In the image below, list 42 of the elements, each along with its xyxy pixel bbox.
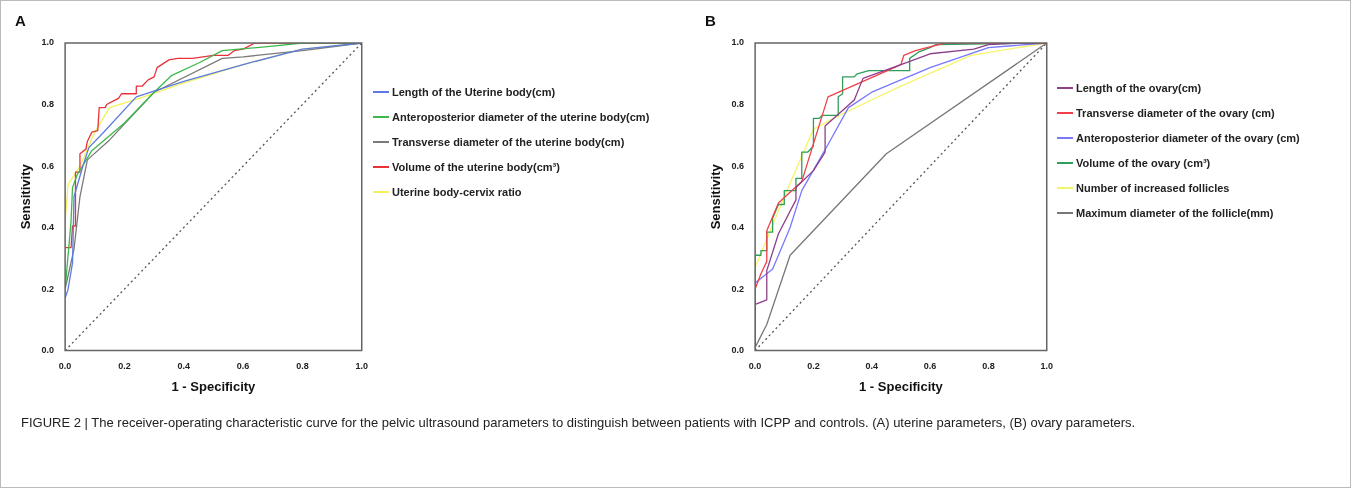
y-tick-label: 0.8: [41, 99, 55, 109]
caption: FIGURE 2 | The receiver-operating characteristic curve for the pelvic ultrasound parameters to distinguish between patients with ICPP and controls. (A) uterine parameters, (B) ovary parameters.: [21, 414, 1137, 432]
chart-title: A: [15, 12, 26, 30]
legend-label: Maximum diameter of the follicle(mm): [1076, 206, 1274, 219]
y-axis-title: Sensitivity: [708, 163, 724, 230]
x-tick-label: 0.0: [58, 361, 72, 372]
legend-label: Uterine body-cervix ratio: [392, 185, 522, 198]
y-tick-label: 1.0: [41, 37, 55, 48]
x-tick-label: 1.0: [355, 361, 368, 372]
x-tick-label: 0.8: [982, 361, 995, 372]
legend-label: Volume of the uterine body(cm³): [392, 160, 560, 173]
y-tick-label: 0.8: [731, 99, 745, 109]
legend-label: Anteroposterior diameter of the ovary (cm): [1076, 131, 1300, 144]
x-tick-label: 0.4: [865, 361, 879, 372]
x-tick-label: 0.6: [923, 361, 937, 372]
y-tick-label: 0.6: [731, 160, 745, 171]
y-axis-title: Sensitivity: [18, 163, 34, 230]
legend-label: Transverse diameter of the uterine body(cm): [392, 135, 625, 148]
legend-label: Number of increased follicles: [1076, 181, 1230, 194]
x-tick-label: 1.0: [1040, 361, 1053, 372]
x-tick-label: 0.8: [296, 361, 309, 372]
legend-label: Anteroposterior diameter of the uterine body(cm): [392, 110, 650, 123]
x-tick-label: 0.6: [236, 361, 250, 372]
x-tick-label: 0.2: [807, 361, 820, 372]
legend-label: Length of the ovary(cm): [1076, 81, 1202, 94]
legend-label: Length of the Uterine body(cm): [392, 85, 556, 98]
y-tick-label: 0.4: [731, 222, 745, 233]
y-tick-label: 0.4: [41, 222, 55, 233]
x-axis-title: 1 - Specificity: [171, 378, 257, 394]
y-tick-label: 0.2: [41, 283, 55, 294]
x-tick-label: 0.2: [118, 361, 131, 372]
y-tick-label: 0.0: [41, 345, 55, 356]
x-tick-label: 0.0: [748, 361, 762, 372]
y-tick-label: 0.2: [731, 283, 745, 294]
y-tick-label: 0.0: [731, 345, 745, 356]
legend-label: Volume of the ovary (cm³): [1076, 156, 1211, 169]
x-tick-label: 0.4: [177, 361, 191, 372]
chart-title: B: [705, 12, 716, 30]
legend-label: Transverse diameter of the ovary (cm): [1076, 106, 1275, 119]
y-tick-label: 0.6: [41, 160, 55, 171]
x-axis-title: 1 - Specificity: [859, 378, 944, 394]
y-tick-label: 1.0: [731, 37, 745, 48]
